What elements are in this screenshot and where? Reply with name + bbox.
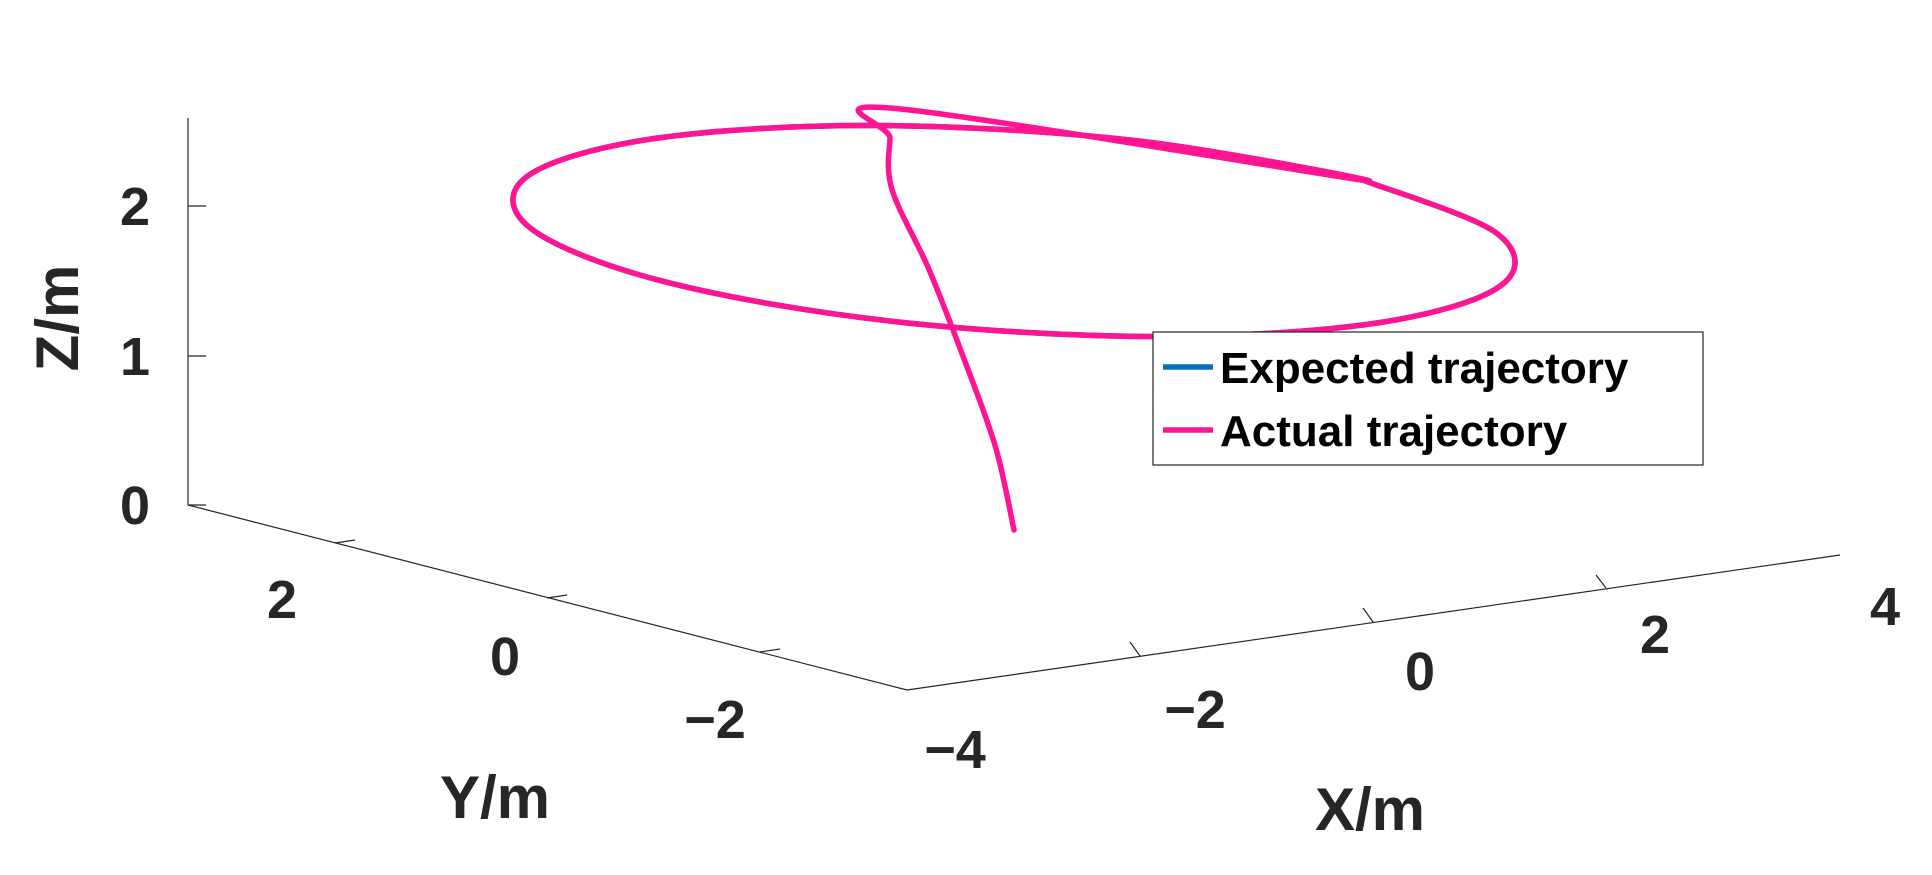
x-tick-mark [1595, 574, 1607, 589]
x-tick-mark [1362, 607, 1374, 623]
x-tick-label: −2 [1164, 680, 1226, 740]
y-tick-mark [546, 594, 568, 599]
z-tick-label: 0 [120, 476, 150, 536]
x-ticks: −4 −2 0 2 4 [924, 574, 1900, 780]
x-tick-label: 4 [1870, 577, 1900, 637]
x-tick-label: −4 [924, 720, 986, 780]
series-line-actual-trajectory [510, 104, 1518, 533]
x-axis-label: X/m [1315, 776, 1425, 843]
y-tick-mark [759, 648, 781, 653]
z-tick-label: 2 [120, 177, 150, 237]
legend-label-actual: Actual trajectory [1220, 407, 1568, 456]
y-tick-label: 0 [490, 627, 520, 687]
z-axis-label: Z/m [24, 265, 91, 372]
y-tick-label: 2 [267, 570, 297, 630]
series-line-expected-trajectory [510, 122, 1518, 340]
y-ticks: −2 0 2 [267, 539, 781, 750]
z-tick-label: 1 [120, 327, 150, 387]
x-tick-mark [1129, 641, 1141, 657]
legend: Expected trajectory Actual trajectory [1152, 331, 1704, 466]
y-axis-label: Y/m [440, 764, 550, 831]
legend-label-expected: Expected trajectory [1220, 344, 1629, 393]
y-tick-mark [334, 539, 356, 544]
x-tick-label: 0 [1405, 642, 1435, 702]
y-tick-label: −2 [684, 690, 746, 750]
legend-box [1152, 331, 1704, 466]
x-axis-line [906, 554, 1841, 691]
z-ticks: 0 1 2 [120, 177, 206, 536]
x-tick-label: 2 [1640, 605, 1670, 665]
